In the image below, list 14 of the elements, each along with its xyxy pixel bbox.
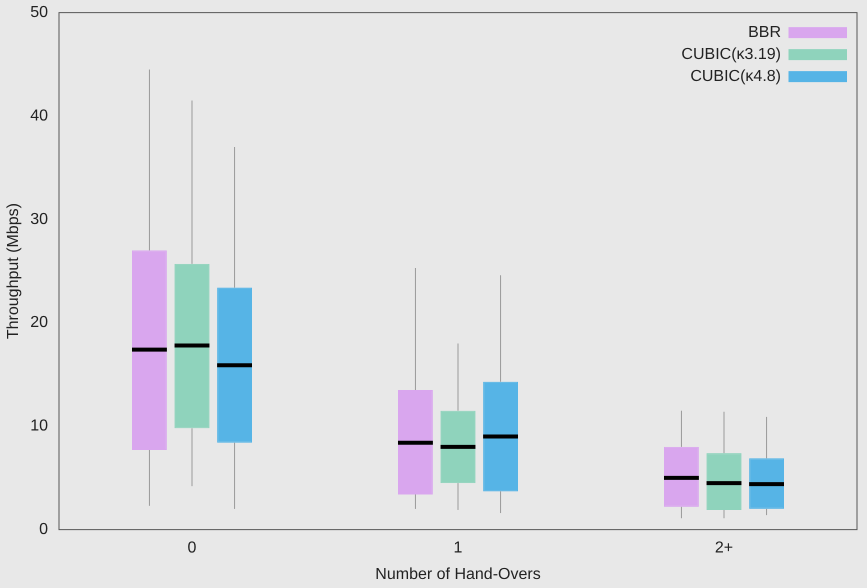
legend-label: CUBIC(κ3.19) [681,46,781,64]
x-tick-label: 2+ [714,540,734,557]
y-tick-label: 0 [39,521,48,538]
y-axis-title: Throughput (Mbps) [5,203,22,340]
legend-label: CUBIC(κ4.8) [690,68,781,86]
legend-label: BBR [748,24,781,42]
x-tick-label: 1 [454,540,463,557]
y-tick-label: 50 [30,4,48,22]
x-tick-label: 0 [188,540,197,557]
x-axis-title: Number of Hand-Overs [375,566,541,583]
y-tick-label: 30 [30,210,48,228]
y-tick-label: 20 [30,314,48,332]
y-tick-label: 40 [30,107,48,124]
y-tick-label: 10 [30,418,48,435]
